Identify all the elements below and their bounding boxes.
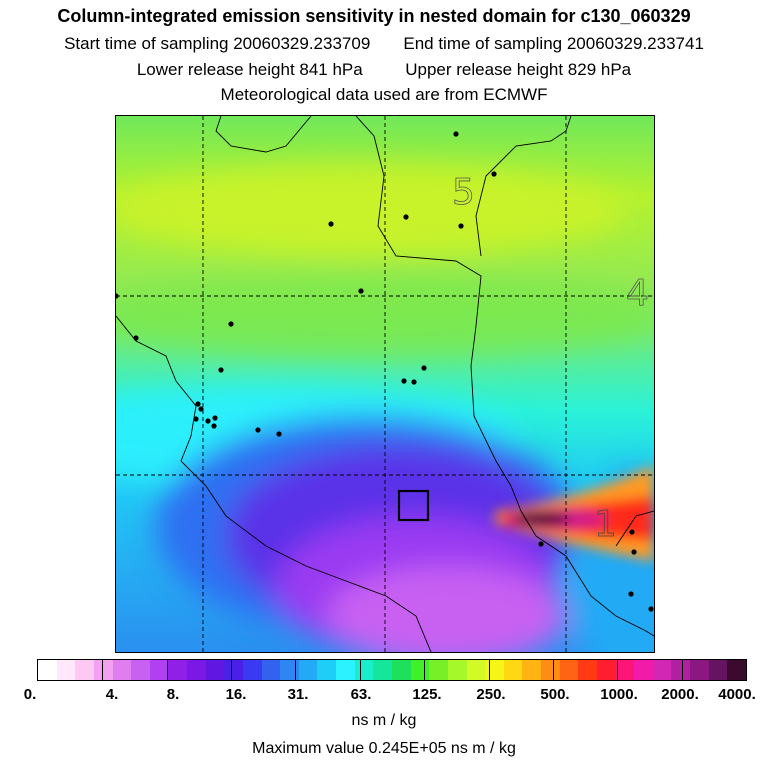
colorbar-swatch (56, 660, 76, 680)
colorbar-swatch (671, 660, 691, 680)
time-label-5: 5 (452, 172, 475, 213)
release-heights: Lower release height 841 hPa Upper relea… (0, 60, 768, 80)
colorbar-swatch (690, 660, 710, 680)
tick-label: 125. (412, 686, 442, 703)
tick-label: 2000. (661, 686, 699, 703)
colorbar-swatch (522, 660, 542, 680)
colorbar-swatch (317, 660, 337, 680)
colorbar-swatch (280, 660, 300, 680)
colorbar-divider (166, 660, 168, 680)
colorbar-swatch (652, 660, 672, 680)
tick-label: 1000. (600, 686, 638, 703)
colorbar-swatch (615, 660, 635, 680)
time-label-4: 4 (626, 273, 649, 314)
colorbar-swatch (466, 660, 486, 680)
colorbar-divider (488, 660, 490, 680)
time-label-1: 1 (594, 504, 617, 545)
colorbar-divider (102, 660, 104, 680)
colorbar-swatch (93, 660, 114, 680)
tick-label: 31. (287, 686, 309, 703)
max-value-label: Maximum value 0.245E+05 ns m / kg (252, 740, 516, 757)
colorbar-swatch (708, 660, 728, 680)
colorbar-swatch (298, 660, 318, 680)
colorbar-divider (552, 660, 554, 680)
colorbar-swatch (205, 660, 225, 680)
colorbar-swatch (578, 660, 598, 680)
receptor-box (397, 489, 430, 522)
colorbar (37, 659, 747, 681)
sensitivity-map: 5 4 1 (115, 115, 655, 653)
colorbar-swatch (75, 660, 95, 680)
colorbar-swatch (149, 660, 169, 680)
colorbar-swatch (224, 660, 244, 680)
colorbar-swatch (112, 660, 132, 680)
colorbar-swatch (634, 660, 654, 680)
yellow-band (116, 166, 626, 256)
tick-label: 0. (23, 686, 37, 703)
end-time-label: End time of sampling 20060329.233741 (403, 34, 704, 53)
coastlines (116, 116, 654, 652)
units-label: ns m / kg (351, 712, 417, 729)
colorbar-swatch (38, 660, 58, 680)
upper-release-label: Upper release height 829 hPa (405, 60, 632, 79)
colorbar-swatch (187, 660, 207, 680)
magenta-zone (326, 566, 566, 652)
colorbar-swatch (261, 660, 281, 680)
plot-title: Column-integrated emission sensitivity i… (57, 6, 691, 26)
colorbar-divider (359, 660, 361, 680)
colorbar-swatch (410, 660, 430, 680)
plume-core (513, 512, 569, 526)
colorbar-swatch (168, 660, 188, 680)
colorbar-swatch (131, 660, 151, 680)
sampling-times: Start time of sampling 20060329.233709 E… (0, 34, 768, 54)
tick-label: 500. (540, 686, 570, 703)
colorbar-swatch (336, 660, 356, 680)
colorbar-divider (424, 660, 426, 680)
colorbar-swatch (447, 660, 468, 680)
colorbar-swatch (727, 660, 747, 680)
colorbar-swatch (242, 660, 263, 680)
tick-label: 4. (105, 686, 119, 703)
colorbar-swatch (429, 660, 449, 680)
tick-label: 250. (476, 686, 506, 703)
tick-label: 8. (166, 686, 180, 703)
colorbar-swatch (354, 660, 374, 680)
start-time-label: Start time of sampling 20060329.233709 (64, 34, 371, 53)
colorbar-swatch (596, 660, 617, 680)
tick-label: 63. (350, 686, 372, 703)
colorbar-swatch (559, 660, 579, 680)
tick-label: 16. (225, 686, 247, 703)
met-data-label: Meteorological data used are from ECMWF (220, 85, 548, 104)
station-markers (116, 131, 654, 612)
tick-label: 4000. (718, 686, 756, 703)
lower-release-label: Lower release height 841 hPa (136, 60, 363, 79)
colorbar-divider (231, 660, 233, 680)
colorbar-divider (681, 660, 683, 680)
colorbar-swatch (373, 660, 393, 680)
colorbar-swatch (503, 660, 523, 680)
colorbar-swatch (541, 660, 561, 680)
colorbar-swatch (485, 660, 505, 680)
colorbar-divider (295, 660, 297, 680)
grid-lines (116, 116, 654, 652)
colorbar-divider (617, 660, 619, 680)
colorbar-swatch (392, 660, 412, 680)
